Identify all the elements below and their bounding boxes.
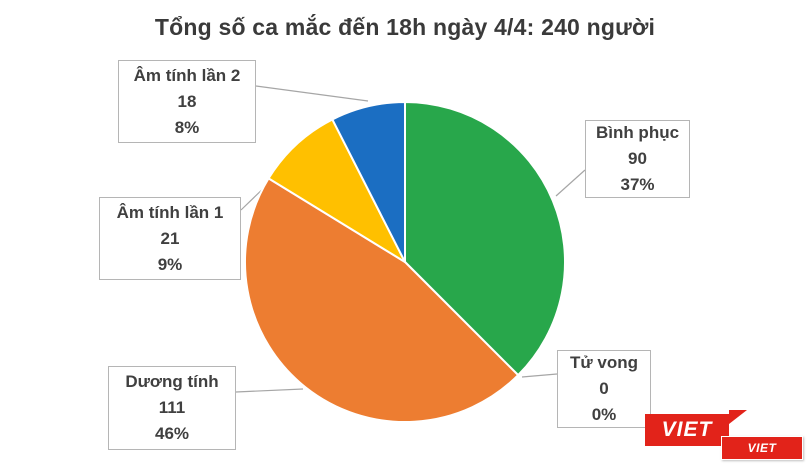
callout-label: Âm tính lần 1 [116, 202, 224, 222]
pie-slice-duong-tinh [244, 177, 520, 424]
callout-percent: 8% [174, 117, 200, 137]
callout-value: 21 [160, 228, 180, 248]
callout-tu-vong: Tử vong 0 0% [557, 350, 651, 428]
callout-value: 18 [177, 91, 197, 111]
pie-chart [244, 101, 567, 424]
callout-label: Dương tính [125, 372, 219, 391]
chart-title: Tổng số ca mắc đến 18h ngày 4/4: 240 ngư… [154, 14, 656, 40]
pie-slice-binh-phuc [404, 101, 567, 377]
pie-slice-am-tinh-lan-1 [267, 118, 406, 263]
callout-am-tinh-lan-1: Âm tính lần 1 21 9% [99, 197, 241, 280]
pie-slice-am-tinh-lan-2 [331, 101, 406, 263]
callout-value: 90 [628, 149, 647, 168]
callout-value: 0 [599, 379, 609, 398]
callout-label: Tử vong [569, 353, 639, 372]
callout-duong-tinh: Dương tính 111 46% [108, 366, 236, 450]
watermark-viet-small: VIET [721, 436, 803, 460]
watermark-flag-icon [729, 410, 747, 424]
callout-percent: 9% [157, 254, 183, 274]
callout-percent: 37% [620, 175, 655, 194]
watermark-big-text: VIET [661, 418, 713, 441]
callout-label: Bình phục [595, 123, 680, 142]
callout-percent: 0% [591, 405, 617, 424]
callout-binh-phuc: Bình phục 90 37% [585, 120, 690, 198]
callout-percent: 46% [154, 424, 190, 443]
watermark-viet-big: VIET [645, 414, 729, 446]
callout-label: Âm tính lần 2 [133, 65, 241, 85]
callout-value: 111 [158, 398, 186, 417]
watermark-logo: VIET VIET [645, 410, 803, 462]
callout-am-tinh-lan-2: Âm tính lần 2 18 8% [118, 60, 256, 143]
watermark-small-text: VIET [747, 441, 777, 455]
